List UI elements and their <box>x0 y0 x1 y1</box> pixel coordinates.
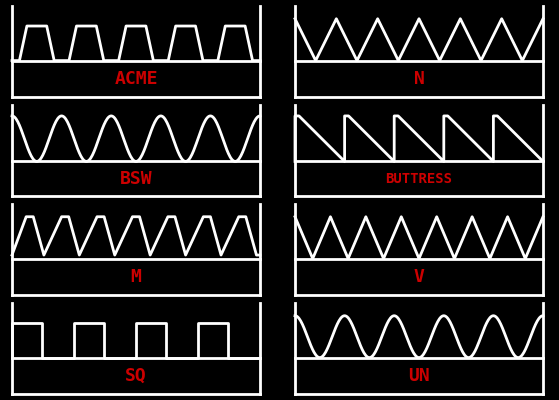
Text: V: V <box>414 268 424 286</box>
Text: N: N <box>414 70 424 88</box>
Text: SQ: SQ <box>125 367 147 385</box>
Text: BSW: BSW <box>120 170 152 188</box>
Text: UN: UN <box>408 367 430 385</box>
Text: M: M <box>131 268 141 286</box>
Text: ACME: ACME <box>114 70 158 88</box>
Text: BUTTRESS: BUTTRESS <box>386 172 452 186</box>
